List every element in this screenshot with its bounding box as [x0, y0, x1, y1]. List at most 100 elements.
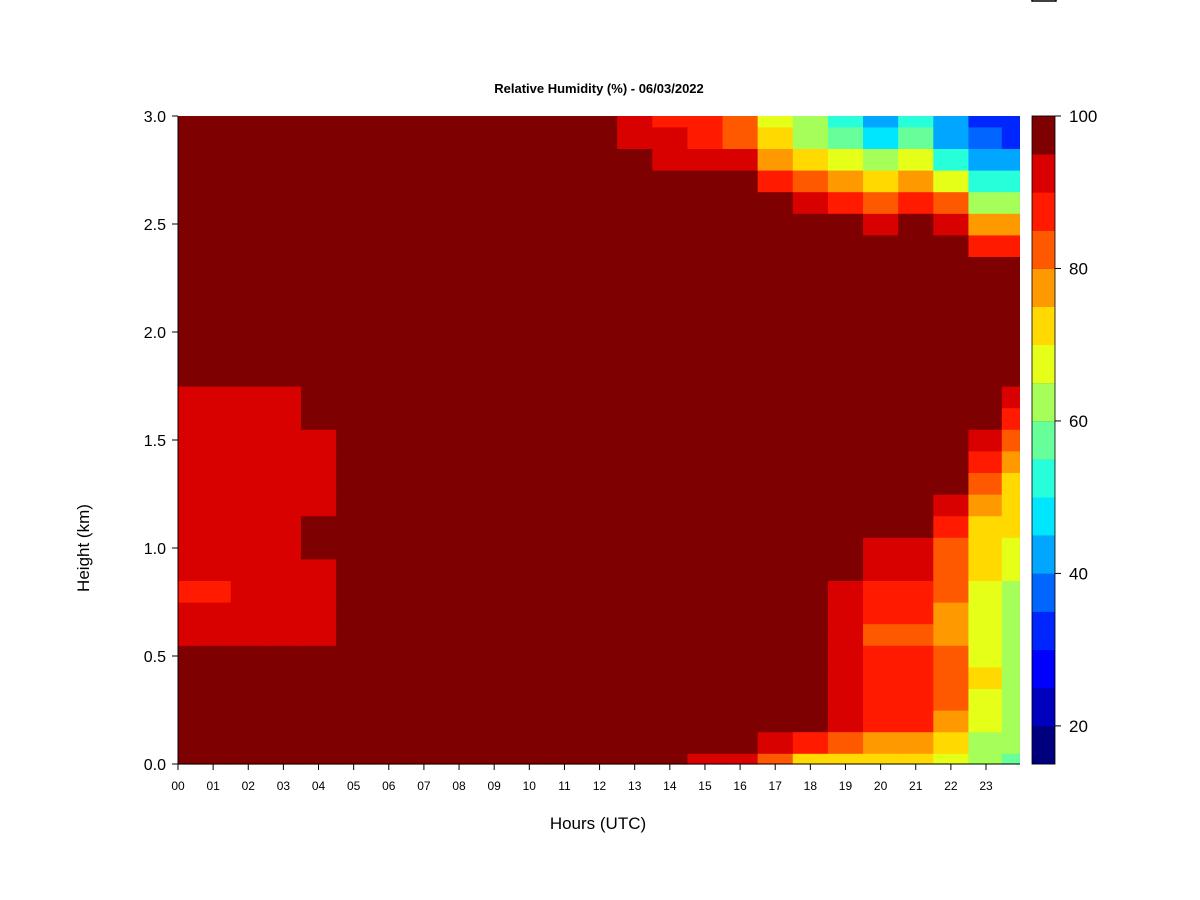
heatmap-cell	[230, 321, 267, 344]
heatmap-cell	[863, 710, 899, 733]
heatmap-cell	[863, 191, 899, 214]
heatmap-cell	[933, 342, 970, 365]
heatmap-cell	[546, 602, 583, 625]
heatmap-cell	[792, 602, 829, 625]
heatmap-cell	[1001, 256, 1020, 279]
heatmap-cell	[827, 580, 864, 603]
heatmap-cell	[546, 666, 583, 689]
heatmap-cell	[336, 429, 372, 452]
heatmap-cell	[546, 116, 583, 128]
heatmap-cell	[757, 170, 794, 193]
heatmap-cell	[230, 429, 267, 452]
heatmap-cell	[178, 234, 197, 257]
heatmap-cell	[195, 342, 232, 365]
heatmap-cell	[1001, 558, 1020, 581]
colorbar-segment	[1032, 611, 1055, 651]
heatmap-cell	[687, 558, 724, 581]
heatmap-cell	[792, 191, 829, 214]
heatmap-cell	[406, 278, 443, 301]
heatmap-cell	[582, 126, 618, 149]
heatmap-cell	[336, 515, 372, 538]
heatmap-cell	[230, 515, 267, 538]
heatmap-cell	[898, 666, 934, 689]
heatmap-cell	[265, 602, 302, 625]
heatmap-cell	[687, 602, 724, 625]
heatmap-cell	[652, 256, 688, 279]
heatmap-cell	[511, 710, 548, 733]
heatmap-cell	[898, 386, 934, 409]
heatmap-cell	[933, 213, 970, 236]
heatmap-cell	[511, 688, 548, 711]
heatmap-cell	[863, 126, 899, 149]
heatmap-cell	[371, 753, 407, 765]
x-tick-label: 03	[277, 779, 291, 793]
y-tick-label: 1.0	[144, 541, 166, 558]
heatmap-cell	[371, 537, 407, 560]
heatmap-cell	[371, 710, 407, 733]
heatmap-cell	[757, 364, 794, 387]
heatmap-cell	[968, 234, 1003, 257]
heatmap-cell	[722, 126, 759, 149]
colorbar-segment	[1032, 725, 1055, 765]
heatmap-cell	[968, 731, 1003, 754]
heatmap-cell	[230, 299, 267, 322]
heatmap-cell	[863, 753, 899, 765]
heatmap-cell	[511, 666, 548, 689]
heatmap-cell	[336, 407, 372, 430]
heatmap-cell	[933, 602, 970, 625]
heatmap-cell	[178, 256, 197, 279]
y-tick-label: 1.5	[144, 433, 166, 450]
heatmap-cell	[652, 645, 688, 668]
heatmap-cell	[933, 623, 970, 646]
heatmap-cell	[827, 213, 864, 236]
x-tick-label: 22	[944, 779, 958, 793]
heatmap-cell	[687, 429, 724, 452]
heatmap-cell	[652, 666, 688, 689]
heatmap-cell	[792, 342, 829, 365]
heatmap-cell	[511, 580, 548, 603]
heatmap-cell	[406, 472, 443, 495]
heatmap-cell	[863, 623, 899, 646]
heatmap-cell	[178, 688, 197, 711]
heatmap-cell	[933, 148, 970, 171]
heatmap-cell	[1001, 126, 1020, 149]
heatmap-cell	[265, 278, 302, 301]
heatmap-cell	[441, 731, 478, 754]
heatmap-cell	[687, 321, 724, 344]
heatmap-cell	[792, 386, 829, 409]
heatmap-cell	[336, 494, 372, 517]
heatmap-cell	[195, 278, 232, 301]
colorbar-tick-label: 80	[1069, 259, 1088, 278]
heatmap-cell	[757, 407, 794, 430]
heatmap-cell	[617, 710, 653, 733]
heatmap-cell	[441, 558, 478, 581]
heatmap-cell	[757, 213, 794, 236]
heatmap-cell	[652, 537, 688, 560]
heatmap-cell	[687, 623, 724, 646]
heatmap-cell	[195, 537, 232, 560]
heatmap-cell	[178, 537, 197, 560]
heatmap-cell	[195, 299, 232, 322]
heatmap-cell	[511, 515, 548, 538]
heatmap-cell	[178, 753, 197, 765]
heatmap-cell	[617, 342, 653, 365]
heatmap-cell	[757, 623, 794, 646]
heatmap-cell	[476, 537, 513, 560]
heatmap-cell	[757, 191, 794, 214]
heatmap-cell	[406, 299, 443, 322]
heatmap-cell	[652, 170, 688, 193]
heatmap-cell	[827, 710, 864, 733]
heatmap-cell	[1001, 580, 1020, 603]
heatmap-cell	[406, 645, 443, 668]
heatmap-cell	[792, 213, 829, 236]
heatmap-cell	[968, 170, 1003, 193]
heatmap-cell	[511, 364, 548, 387]
heatmap-cell	[230, 537, 267, 560]
heatmap-cell	[195, 116, 232, 128]
heatmap-cell	[722, 213, 759, 236]
heatmap-cell	[178, 558, 197, 581]
heatmap-cell	[406, 386, 443, 409]
heatmap-cell	[792, 407, 829, 430]
heatmap-cell	[546, 278, 583, 301]
heatmap-cell	[336, 213, 372, 236]
